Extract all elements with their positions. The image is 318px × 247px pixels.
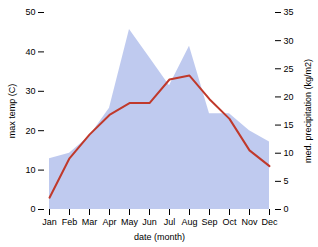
svg-text:10: 10 xyxy=(284,148,294,158)
svg-text:0: 0 xyxy=(284,204,289,214)
svg-text:5: 5 xyxy=(284,176,289,186)
svg-text:20: 20 xyxy=(284,92,294,102)
svg-text:Aug: Aug xyxy=(181,217,197,227)
svg-text:Jun: Jun xyxy=(142,217,157,227)
svg-text:50: 50 xyxy=(25,7,35,17)
svg-text:Mar: Mar xyxy=(82,217,98,227)
svg-text:Oct: Oct xyxy=(222,217,237,227)
svg-text:15: 15 xyxy=(284,120,294,130)
svg-text:May: May xyxy=(121,217,139,227)
svg-text:30: 30 xyxy=(25,86,35,96)
svg-text:Jul: Jul xyxy=(164,217,176,227)
svg-text:0: 0 xyxy=(30,204,35,214)
svg-text:40: 40 xyxy=(25,47,35,57)
svg-text:date (month): date (month) xyxy=(134,232,185,242)
svg-text:Dec: Dec xyxy=(261,217,278,227)
svg-text:max temp (C): max temp (C) xyxy=(7,84,17,139)
svg-text:Apr: Apr xyxy=(102,217,116,227)
svg-text:Jan: Jan xyxy=(42,217,57,227)
svg-text:Feb: Feb xyxy=(62,217,78,227)
svg-text:med. precipitation (kg/m2): med. precipitation (kg/m2) xyxy=(303,59,313,163)
svg-text:30: 30 xyxy=(284,36,294,46)
svg-text:25: 25 xyxy=(284,64,294,74)
svg-text:35: 35 xyxy=(284,7,294,17)
svg-text:Sep: Sep xyxy=(201,217,217,227)
svg-text:10: 10 xyxy=(25,165,35,175)
svg-text:20: 20 xyxy=(25,126,35,136)
svg-text:Nov: Nov xyxy=(241,217,258,227)
